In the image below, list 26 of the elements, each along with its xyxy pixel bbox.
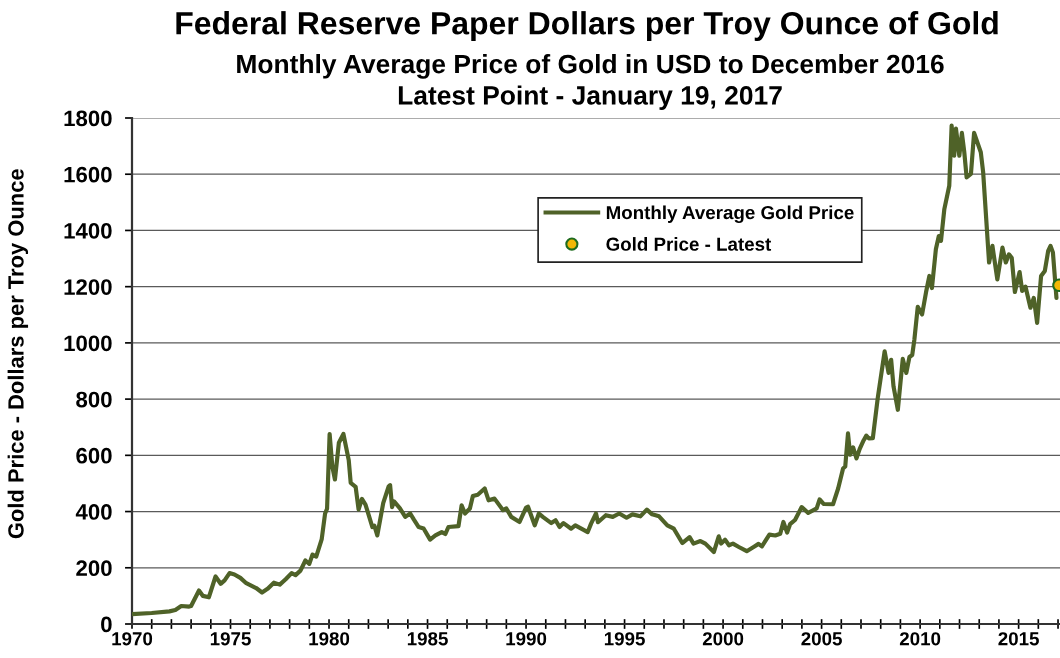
x-tick-label: 1990: [506, 632, 547, 646]
y-tick-label: 1200: [64, 279, 112, 295]
y-tick-label: 400: [75, 504, 112, 520]
y-tick-label: 1600: [64, 166, 112, 183]
y-tick-label: 800: [76, 391, 112, 408]
chart-subtitle: Monthly Average Price of Gold in USD to December 2016 Latest Point - January 19, 2017: [237, 54, 944, 110]
y-tick-label: 1400: [64, 222, 112, 239]
x-tick-label: 1995: [604, 632, 645, 646]
legend-label: Monthly Average Gold Price: [606, 205, 854, 224]
x-tick-label: 1980: [309, 632, 350, 646]
y-axis-title: Gold Price - Dollars per Troy Ounce: [7, 169, 29, 539]
x-tick-label: 2005: [801, 632, 842, 646]
y-tick-label: 600: [76, 447, 112, 464]
x-tick-label: 1970: [112, 632, 153, 646]
chart-title: Federal Reserve Paper Dollars per Troy Ounce of Gold: [176, 11, 998, 41]
y-tick-label: 200: [76, 560, 112, 577]
x-tick-label: 2010: [899, 632, 941, 646]
x-tick-label: 2000: [702, 632, 744, 646]
legend-label: Gold Price - Latest: [606, 237, 772, 251]
x-tick-label: 1985: [407, 632, 448, 646]
x-tick-label: 2015: [998, 632, 1039, 646]
y-tick-label: 0: [101, 616, 112, 633]
y-tick-label: 1800: [64, 110, 112, 127]
line-series: [132, 123, 1059, 617]
x-tick-label: 1975: [210, 632, 251, 646]
y-tick-label: 1000: [64, 335, 112, 352]
